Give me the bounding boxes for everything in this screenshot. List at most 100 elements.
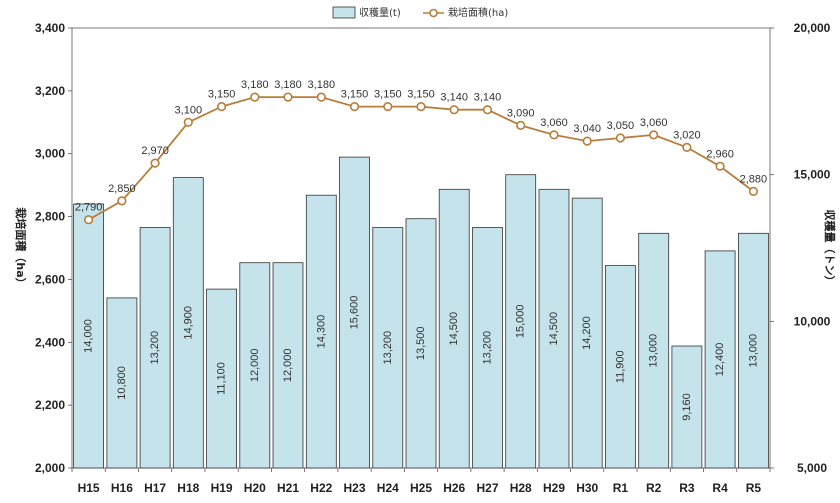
line-layer: 2,790 2,850 2,970 3,100 3,150 3,180 3,180 3,180… xyxy=(75,79,768,225)
bar-value-label: 14,000 xyxy=(83,319,95,353)
bar xyxy=(172,177,204,469)
left-axis-title: 栽培面積（ha） xyxy=(14,207,28,288)
legend-line-marker xyxy=(429,8,438,18)
x-tick-label: H28 xyxy=(510,481,532,495)
right-tick-label: 5,000 xyxy=(797,461,827,475)
bar xyxy=(438,188,470,469)
line-point xyxy=(748,186,759,196)
line-point xyxy=(250,92,260,102)
bar-value-label: 11,100 xyxy=(216,362,228,395)
line-value-label: 3,100 xyxy=(175,104,203,116)
line-value-label: 2,880 xyxy=(740,173,768,185)
left-tick-label: 2,000 xyxy=(35,461,65,475)
line-value-label: 2,970 xyxy=(141,145,169,157)
line-value-label: 2,960 xyxy=(706,148,734,160)
left-axis: 2,000 2,200 2,400 2,600 2,800 3,000 3,200 3,400 xyxy=(35,21,72,475)
line-point xyxy=(516,120,526,130)
line-point xyxy=(482,105,493,115)
line-point xyxy=(549,130,559,140)
x-tick-label: H16 xyxy=(111,481,133,495)
bar xyxy=(372,227,404,469)
bar xyxy=(505,174,537,469)
bar-value-label: 9,160 xyxy=(681,393,693,421)
x-tick-label: H15 xyxy=(78,481,100,495)
right-axis-title: 収穫量（トン） xyxy=(823,210,837,287)
bar xyxy=(139,227,171,469)
x-tick-label: H17 xyxy=(144,481,166,495)
right-axis: 5,000 10,000 15,000 20,000 xyxy=(770,21,831,475)
left-tick-label: 3,000 xyxy=(35,147,65,161)
left-tick-label: 3,400 xyxy=(35,21,65,35)
line-point xyxy=(83,215,94,225)
bar-value-label: 14,500 xyxy=(548,312,560,346)
bar xyxy=(538,188,570,469)
left-tick-label: 3,200 xyxy=(35,84,65,98)
line-value-label: 3,140 xyxy=(440,92,468,104)
x-tick-label: R2 xyxy=(646,481,662,495)
bar xyxy=(272,262,304,469)
line-value-label: 3,020 xyxy=(673,129,701,141)
left-tick-label: 2,800 xyxy=(35,210,65,224)
left-tick-label: 2,400 xyxy=(35,335,65,349)
bar-value-label: 13,000 xyxy=(648,334,660,368)
line-point xyxy=(582,136,592,146)
line-point xyxy=(183,117,193,127)
bar-value-label: 13,200 xyxy=(382,331,394,365)
line-value-label: 3,180 xyxy=(274,79,302,91)
x-axis: H15 H16 H17 H18 H19 H20 H21 H22 H23 H24 H25 H26 H27 H… xyxy=(71,468,771,495)
x-tick-label: H29 xyxy=(543,481,565,495)
line-point xyxy=(150,158,160,168)
line-value-label: 3,180 xyxy=(308,79,336,91)
x-tick-label: H18 xyxy=(177,481,199,495)
line-value-label: 3,050 xyxy=(607,120,635,132)
line-point xyxy=(316,92,326,102)
bar xyxy=(704,250,736,469)
bar xyxy=(472,227,503,469)
bar-value-label: 12,400 xyxy=(714,343,726,377)
line-value-label: 3,060 xyxy=(640,117,668,129)
line-point xyxy=(649,130,659,140)
bar-value-label: 13,200 xyxy=(482,331,494,365)
x-tick-label: H20 xyxy=(244,481,266,495)
line-value-label: 3,150 xyxy=(208,89,236,101)
line-point xyxy=(383,101,393,112)
x-tick-label: R4 xyxy=(712,481,728,495)
bar-value-label: 14,500 xyxy=(448,312,460,346)
bar-value-label: 12,000 xyxy=(282,348,294,382)
right-tick-label: 15,000 xyxy=(794,168,831,182)
line-point xyxy=(715,161,725,171)
x-tick-label: R5 xyxy=(746,481,762,495)
left-tick-label: 2,200 xyxy=(35,398,65,412)
legend: 収穫量(t) 栽培面積(ha) xyxy=(332,6,508,19)
bar-value-label: 13,000 xyxy=(747,334,759,368)
bar-value-label: 14,300 xyxy=(315,315,327,349)
x-tick-label: R1 xyxy=(613,481,629,495)
bar-value-label: 11,900 xyxy=(614,350,626,383)
x-tick-label: H27 xyxy=(476,481,498,495)
legend-bar-swatch xyxy=(332,6,356,19)
line-value-label: 3,090 xyxy=(507,107,535,119)
right-tick-label: 10,000 xyxy=(794,314,831,328)
line-value-label: 3,150 xyxy=(374,89,402,101)
left-tick-label: 2,600 xyxy=(35,272,65,286)
bars-layer: 14,000 10,800 13,200 14,900 11,100 12,000 12,0… xyxy=(73,156,769,469)
bar xyxy=(239,262,271,469)
bar-value-label: 12,000 xyxy=(249,348,261,382)
line-point xyxy=(416,101,426,112)
x-tick-label: R3 xyxy=(679,481,695,495)
bar xyxy=(671,345,703,469)
legend-bar-label: 収穫量(t) xyxy=(359,7,401,19)
bar-value-label: 14,900 xyxy=(182,306,194,340)
x-tick-label: H25 xyxy=(410,481,432,495)
bar-value-label: 15,600 xyxy=(349,296,361,330)
bar xyxy=(339,156,370,469)
bar xyxy=(571,197,603,469)
bar xyxy=(305,194,337,469)
bar xyxy=(738,232,769,469)
line-value-label: 3,040 xyxy=(573,123,601,135)
x-tick-label: H30 xyxy=(576,481,598,495)
line-value-label: 2,790 xyxy=(75,202,103,214)
line-value-label: 3,180 xyxy=(241,79,269,91)
x-tick-label: H22 xyxy=(310,481,332,495)
